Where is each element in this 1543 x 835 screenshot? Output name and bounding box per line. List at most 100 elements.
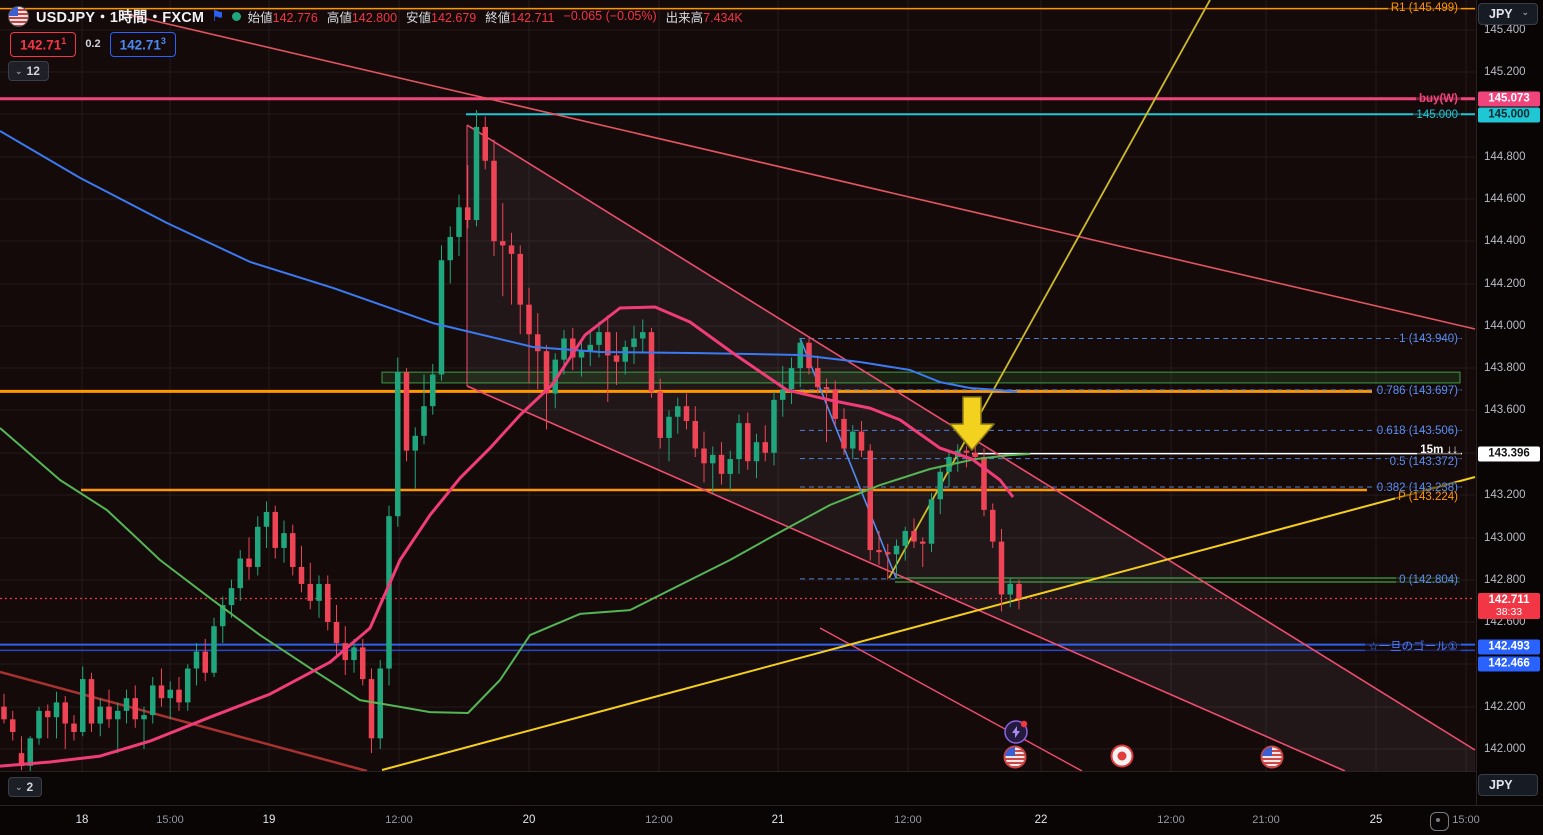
ma-pink[interactable]: [0, 305, 1015, 768]
candle: [115, 702, 121, 754]
collapsed-pane: [0, 771, 1476, 807]
candle: [771, 391, 777, 466]
candle: [788, 357, 795, 405]
candle: [876, 531, 882, 565]
long-red-diagonal[interactable]: [124, 13, 1476, 330]
timezone-clock-icon[interactable]: [1430, 812, 1449, 831]
candle: [167, 681, 173, 720]
candle: [298, 545, 305, 593]
fib-retracement: [800, 337, 1462, 580]
candle: [701, 431, 707, 483]
price-axis-label: 142.600: [1484, 616, 1526, 628]
candle: [990, 503, 996, 548]
candle: [132, 685, 138, 728]
power-event-icon[interactable]: [1004, 720, 1028, 744]
candle: [1007, 577, 1013, 608]
currency-dropdown[interactable]: JPY ⌄: [1478, 3, 1538, 25]
candle: [823, 378, 830, 443]
sell-arrow[interactable]: [949, 396, 995, 451]
candle: [255, 516, 261, 576]
time-axis-label: 25: [1369, 814, 1383, 826]
currency-button-bottom[interactable]: JPY: [1478, 774, 1538, 796]
price-axis-label: 144.400: [1484, 235, 1526, 247]
flag-icon[interactable]: ⚑: [211, 7, 225, 25]
darkred-trendline[interactable]: [0, 670, 368, 773]
candle: [430, 363, 436, 415]
candle: [395, 357, 401, 527]
jp-flag-event-icon[interactable]: [1110, 744, 1134, 768]
symbol-title[interactable]: USDJPY・1時間・FXCM: [36, 9, 205, 26]
candle: [613, 332, 620, 386]
price-axis-label: 143.600: [1484, 404, 1526, 416]
chevron-down-icon: ⌄: [15, 781, 23, 792]
pane-count-label: 2: [26, 780, 34, 794]
price-axis[interactable]: 145.400 145.200 144.800 144.600 144.400 144.2…: [1476, 0, 1543, 835]
candle: [1016, 579, 1022, 610]
price-axis-label: 144.000: [1484, 320, 1526, 332]
supply-zone[interactable]: [381, 371, 1461, 384]
candle: [185, 664, 191, 711]
ma-green[interactable]: [0, 427, 1031, 714]
candle: [473, 110, 480, 227]
candle: [211, 617, 217, 677]
candle: [841, 408, 847, 455]
candle: [622, 340, 628, 375]
price-axis-label: 144.800: [1484, 151, 1526, 163]
time-axis-label: 21:00: [1252, 814, 1280, 826]
candle: [386, 505, 392, 686]
candle: [80, 666, 86, 737]
candle: [176, 676, 182, 711]
candle: [937, 465, 943, 515]
price-axis-label: 142.800: [1484, 574, 1526, 586]
price-axis-label: 145.200: [1484, 66, 1526, 78]
candle: [666, 410, 672, 462]
candle: [333, 605, 340, 656]
candle: [491, 139, 497, 256]
candle: [71, 715, 77, 741]
candle: [920, 537, 926, 567]
rising-yellow-support[interactable]: [381, 476, 1476, 771]
channel-lower[interactable]: [466, 385, 1346, 772]
candle: [753, 433, 760, 479]
candle: [403, 368, 410, 462]
candle: [657, 378, 663, 449]
candle: [500, 203, 506, 297]
grid: [0, 0, 1475, 804]
collapsed-pane-expand-button[interactable]: ⌄ 2: [8, 777, 43, 797]
candle: [648, 327, 655, 398]
price-badge: 145.000: [1478, 107, 1540, 123]
sell-price-button[interactable]: 142.711: [10, 32, 77, 57]
time-axis-label: 20: [522, 814, 536, 826]
candle: [928, 492, 935, 553]
ohlc-item: −0.065 (−0.05%): [563, 9, 657, 23]
candle: [421, 374, 427, 445]
candle: [307, 562, 313, 610]
indicator-pane-button[interactable]: ⌄ 12: [8, 61, 49, 81]
ma-blue[interactable]: [0, 130, 1018, 393]
ohlc-item: 始値142.776: [247, 10, 318, 25]
candle: [45, 704, 51, 739]
candle: [683, 393, 690, 430]
market-open-icon: [231, 11, 241, 21]
price-axis-label: 142.200: [1484, 701, 1526, 713]
indicator-count-label: 12: [26, 64, 40, 78]
minor-channel-lower[interactable]: [819, 627, 1083, 772]
level-label: R1 (145.499): [1387, 2, 1461, 14]
candle: [675, 397, 681, 434]
us-flag-event-icon[interactable]: [1003, 745, 1027, 769]
price-axis-label: 143.800: [1484, 362, 1526, 374]
time-axis[interactable]: 18 15:00 19 12:00 20 12:00 21 12:00 22 12:00 21:00…: [0, 805, 1543, 835]
level-label: ☆一旦のゴール①: [1365, 638, 1461, 654]
candle: [718, 442, 725, 485]
time-axis-label: 22: [1034, 814, 1048, 826]
candle: [710, 446, 716, 493]
time-axis-label: 12:00: [645, 814, 673, 826]
candle: [316, 575, 322, 618]
candle: [246, 537, 252, 580]
candle: [62, 696, 68, 749]
candle: [736, 414, 742, 474]
buy-price-button[interactable]: 142.713: [109, 32, 176, 57]
us-flag-event-icon[interactable]: [1260, 745, 1284, 769]
time-axis-label: 12:00: [385, 814, 413, 826]
